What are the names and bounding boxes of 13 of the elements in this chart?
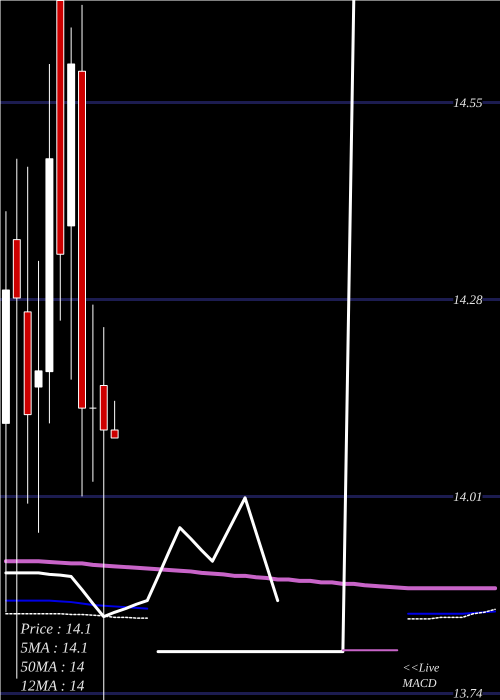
candlestick <box>88 304 97 482</box>
y-tick-label: 14.55 <box>453 95 483 110</box>
annotation: 12MA : 14 <box>20 678 85 694</box>
annotation: <<Live MACD <box>402 660 440 690</box>
candlestick <box>110 400 119 438</box>
annotation: 50MA : 14 <box>20 660 85 676</box>
annotation: Price : 14.1 <box>20 622 92 638</box>
y-tick-label: 14.01 <box>453 488 482 504</box>
line-series <box>4 559 498 590</box>
y-tick-label: 14.28 <box>453 292 483 307</box>
y-tick-label: 13.74 <box>453 686 483 700</box>
candlestick <box>34 260 43 534</box>
annotation: 5MA : 14.1 <box>20 640 88 656</box>
